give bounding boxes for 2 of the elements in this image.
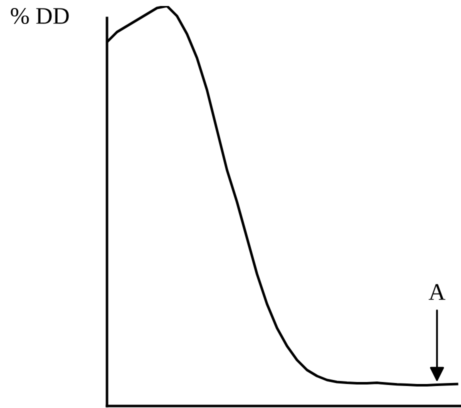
y-axis-title: % DD (10, 8, 69, 24)
annotation: A (428, 284, 446, 300)
